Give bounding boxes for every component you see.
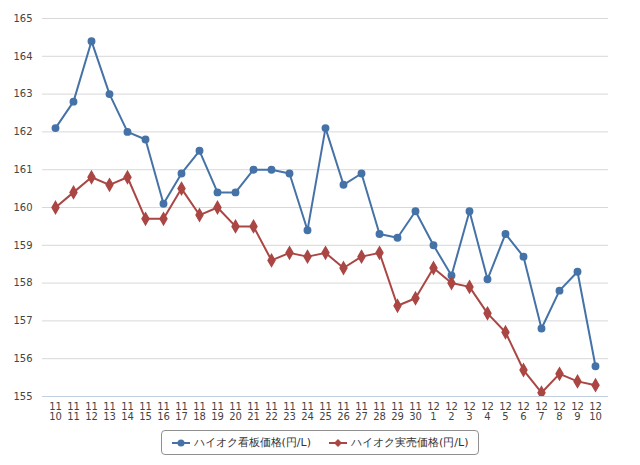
svg-text:162: 162 xyxy=(13,126,32,137)
svg-text:1110: 1110 xyxy=(49,401,62,422)
svg-text:1112: 1112 xyxy=(85,401,98,422)
svg-text:158: 158 xyxy=(13,277,32,288)
svg-text:1119: 1119 xyxy=(211,401,224,422)
svg-text:1120: 1120 xyxy=(229,401,242,422)
svg-text:122: 122 xyxy=(445,401,458,422)
svg-text:1210: 1210 xyxy=(589,401,602,422)
svg-text:157: 157 xyxy=(13,315,32,326)
svg-text:1128: 1128 xyxy=(373,401,386,422)
svg-text:125: 125 xyxy=(499,401,512,422)
svg-text:156: 156 xyxy=(13,353,32,364)
svg-text:126: 126 xyxy=(517,401,530,422)
svg-text:163: 163 xyxy=(13,88,32,99)
svg-text:159: 159 xyxy=(13,240,32,251)
svg-text:1126: 1126 xyxy=(337,401,350,422)
svg-text:1124: 1124 xyxy=(301,401,314,422)
svg-text:1121: 1121 xyxy=(247,401,260,422)
svg-text:1117: 1117 xyxy=(175,401,188,422)
svg-text:1130: 1130 xyxy=(409,401,422,422)
svg-text:160: 160 xyxy=(13,202,32,213)
html-text:ハイオク看板価格(円/L): ハイオク看板価格(円/L) xyxy=(193,436,311,449)
svg-text:155: 155 xyxy=(13,391,32,402)
svg-text:1113: 1113 xyxy=(103,401,116,422)
svg-text:1123: 1123 xyxy=(283,401,296,422)
svg-text:1125: 1125 xyxy=(319,401,332,422)
svg-text:1114: 1114 xyxy=(121,401,134,422)
svg-text:128: 128 xyxy=(553,401,566,422)
svg-text:165: 165 xyxy=(13,13,32,24)
svg-text:161: 161 xyxy=(13,164,32,175)
html-text:ハイオク実売価格(円/L): ハイオク実売価格(円/L) xyxy=(351,436,469,449)
svg-text:127: 127 xyxy=(535,401,548,422)
svg-text:1122: 1122 xyxy=(265,401,278,422)
svg-text:129: 129 xyxy=(571,401,584,422)
svg-text:121: 121 xyxy=(427,401,440,422)
svg-text:1111: 1111 xyxy=(67,401,80,422)
svg-text:1115: 1115 xyxy=(139,401,152,422)
svg-text:123: 123 xyxy=(463,401,476,422)
svg-text:164: 164 xyxy=(13,51,32,62)
svg-text:1129: 1129 xyxy=(391,401,404,422)
svg-text:1118: 1118 xyxy=(193,401,206,422)
svg-text:1116: 1116 xyxy=(157,401,170,422)
svg-text:1127: 1127 xyxy=(355,401,368,422)
svg-text:124: 124 xyxy=(481,401,494,422)
